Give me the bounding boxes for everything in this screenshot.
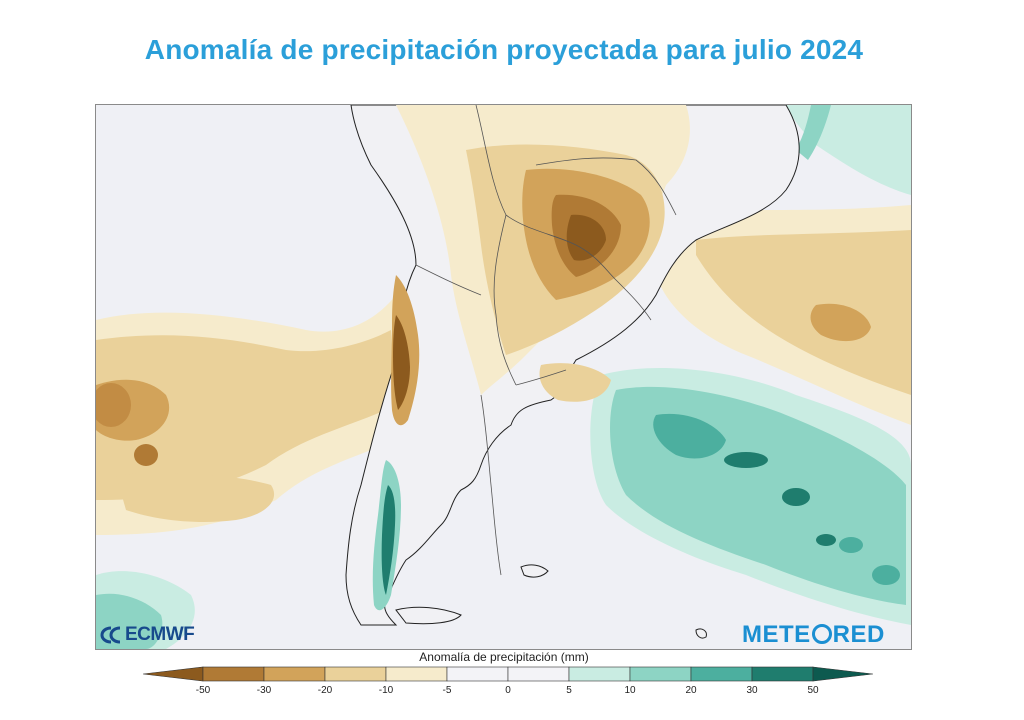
- colorbar-segment: [690, 666, 753, 682]
- colorbar-tick-label: -5: [442, 685, 452, 696]
- pacific-dry-band-mid: [96, 330, 396, 500]
- map-title: Anomalía de precipitación proyectada par…: [144, 34, 864, 65]
- northeast-wet-strip: [796, 105, 831, 160]
- atlantic-wet-core-4: [816, 534, 836, 546]
- colorbar-tick-label: 30: [746, 685, 758, 696]
- colorbar-tick-label: -20: [317, 685, 333, 696]
- colorbar: [143, 666, 873, 682]
- meteored-logo-text-2: RED: [832, 621, 885, 648]
- atlantic-dry-patch: [810, 303, 871, 342]
- southwest-wet-mid: [96, 593, 163, 649]
- meteored-logo-text-1: METE: [742, 621, 811, 648]
- north-pacific-neutral: [96, 105, 396, 275]
- tierra-del-fuego: [395, 606, 462, 625]
- falkland-islands: [520, 564, 549, 578]
- atlantic-wet-core-5: [872, 565, 900, 585]
- pacific-dry-spot-west: [96, 383, 131, 427]
- colorbar-extend-high: [812, 666, 873, 682]
- colorbar-tick-label: 10: [624, 685, 636, 696]
- atlantic-wet-core-1: [724, 452, 768, 468]
- land-dry-extreme: [566, 214, 606, 261]
- colorbar-segment: [629, 666, 692, 682]
- colorbar-segment: [568, 666, 631, 682]
- ecmwf-logo: ECMWF: [100, 623, 195, 647]
- country-borders: [415, 105, 677, 576]
- ecmwf-logo-icon: [100, 626, 121, 644]
- atlantic-wet-core-2: [782, 488, 810, 506]
- pacific-dry-south-band: [116, 473, 275, 522]
- colorbar-segment: [507, 666, 570, 682]
- colorbar-segment: [263, 666, 326, 682]
- legend-title: Anomalía de precipitación (mm): [419, 650, 589, 664]
- colorbar-segment: [202, 666, 265, 682]
- meteored-logo: METE RED: [742, 621, 885, 649]
- colorbar-tick-label: -10: [378, 685, 394, 696]
- colorbar-tick-label: 5: [566, 685, 572, 696]
- ecmwf-logo-text: ECMWF: [125, 624, 195, 645]
- colorbar-segment: [751, 666, 814, 682]
- atlantic-dry-band-mid: [696, 230, 911, 395]
- colorbar-tick-label: 20: [685, 685, 697, 696]
- meteored-logo-o-icon: [811, 624, 832, 644]
- colorbar-segment: [324, 666, 387, 682]
- atlantic-wet-strong: [653, 413, 726, 459]
- colorbar-tick-label: -30: [256, 685, 272, 696]
- pacific-dry-spot: [134, 444, 158, 466]
- colorbar-tick-label: 0: [505, 685, 511, 696]
- andes-dry-strip-strong: [393, 315, 410, 410]
- south-georgia-island: [695, 628, 707, 639]
- colorbar-segment: [385, 666, 448, 682]
- patagonia-wet-strong: [381, 485, 396, 595]
- precipitation-anomaly-map: [95, 104, 912, 650]
- colorbar-tick-label: 50: [807, 685, 819, 696]
- atlantic-wet-core-3: [839, 537, 863, 553]
- colorbar-extend-low: [143, 666, 204, 682]
- colorbar-segment: [446, 666, 509, 682]
- colorbar-tick-label: -50: [195, 685, 211, 696]
